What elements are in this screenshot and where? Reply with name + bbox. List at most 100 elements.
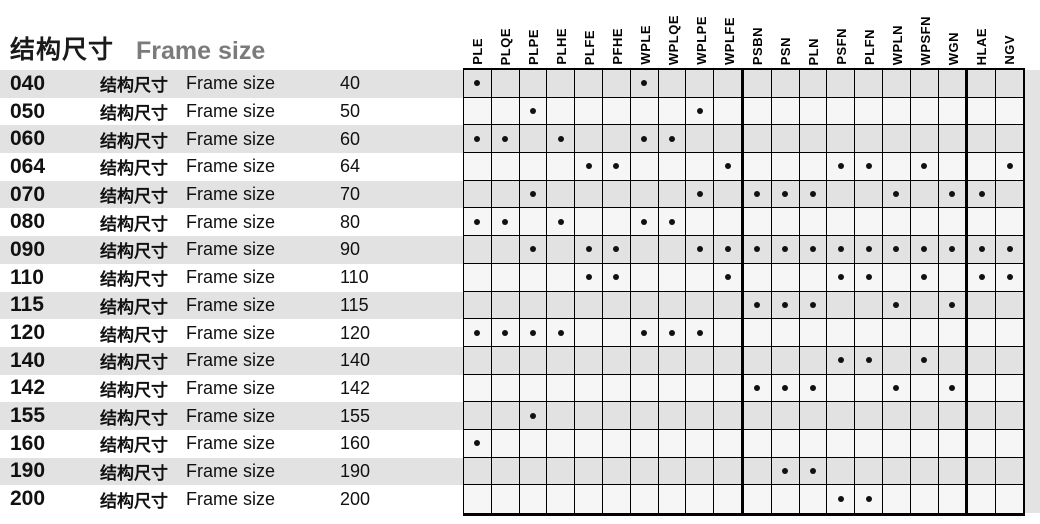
matrix-cell-080-psn [771, 208, 800, 237]
matrix-cell-200-ple [464, 485, 492, 513]
matrix-cell-050-psbn [743, 97, 772, 126]
matrix-cell-200-plhe [547, 485, 576, 513]
matrix-cell-080-hlae [968, 208, 997, 237]
matrix-cell-142-pfhe [602, 374, 631, 403]
matrix-cell-120-plfe [575, 319, 603, 347]
matrix-cell-155-wpln [882, 402, 911, 430]
matrix-cell-040-plfn [855, 70, 883, 98]
row-id: 060 [10, 127, 46, 151]
availability-dot-icon [837, 496, 844, 503]
matrix-cell-142-plqe [491, 374, 520, 403]
availability-dot-icon [585, 274, 592, 281]
matrix-cell-200-wpsfn [910, 485, 939, 513]
column-header-plqe: PLQE [491, 2, 519, 65]
matrix-cell-070-plfn [855, 180, 883, 209]
matrix-cell-160-plhe [547, 429, 576, 458]
availability-dot-icon [754, 246, 761, 253]
matrix-cell-080-wplqe [658, 208, 687, 237]
matrix-cell-190-wpln [882, 457, 911, 486]
matrix-cell-190-plfn [855, 457, 883, 486]
matrix-cell-040-ple [464, 70, 492, 98]
availability-dot-icon [641, 218, 648, 225]
matrix-cell-060-psfn [827, 125, 856, 154]
matrix-cell-060-plfn [855, 125, 883, 154]
matrix-cell-080-plpe [519, 208, 548, 237]
column-header-label: WPSFN [918, 15, 934, 65]
matrix-cell-190-psn [771, 457, 800, 486]
matrix-cell-115-plqe [491, 291, 520, 320]
row-label-cn: 结构尺寸 [100, 463, 168, 483]
matrix-cell-040-psfn [827, 70, 856, 98]
matrix-cell-090-ple [464, 236, 492, 264]
row-size: 140 [340, 350, 371, 371]
row-label-cn: 结构尺寸 [100, 159, 168, 179]
matrix-cell-060-hlae [968, 125, 997, 154]
matrix-cell-110-hlae [968, 263, 997, 292]
column-header-hlae: HLAE [968, 2, 996, 65]
row-id: 070 [10, 182, 46, 206]
row-label-en: Frame size [186, 128, 276, 149]
matrix-cell-140-wpln [882, 346, 911, 375]
matrix-row-040 [464, 70, 1025, 98]
availability-dot-icon [754, 384, 761, 391]
matrix-cell-090-plpe [519, 236, 548, 264]
matrix-cell-120-plpe [519, 319, 548, 347]
availability-dot-icon [613, 163, 620, 170]
row-label-040: 040 结构尺寸 Frame size 40 [0, 70, 463, 98]
row-id: 064 [10, 154, 46, 178]
row-size: 110 [340, 267, 369, 288]
matrix-cell-140-pfhe [602, 346, 631, 375]
row-label-cn: 结构尺寸 [100, 187, 168, 207]
matrix-cell-155-pln [799, 402, 828, 430]
availability-dot-icon [782, 246, 789, 253]
matrix-cell-115-pln [799, 291, 828, 320]
matrix-row-110 [464, 263, 1025, 292]
row-label-cn: 结构尺寸 [100, 325, 168, 345]
column-header-wplpe: WPLPE [687, 2, 715, 65]
row-label-en: Frame size [186, 377, 276, 398]
matrix-row-064 [464, 153, 1025, 181]
matrix-row-142 [464, 374, 1025, 403]
matrix-cell-190-wgn [938, 457, 969, 486]
matrix-cell-040-hlae [968, 70, 997, 98]
availability-dot-icon [641, 80, 648, 87]
column-header-pfhe: PFHE [603, 2, 631, 65]
column-header-ngv: NGV [996, 2, 1024, 65]
availability-dot-icon [724, 163, 731, 170]
matrix-cell-140-wplqe [658, 346, 687, 375]
matrix-cell-110-ngv [996, 263, 1025, 292]
matrix-cell-200-plpe [519, 485, 548, 513]
matrix-cell-115-wple [630, 291, 659, 320]
matrix-cell-115-ngv [996, 291, 1025, 320]
row-label-050: 050 结构尺寸 Frame size 50 [0, 97, 463, 126]
row-id: 155 [10, 404, 46, 428]
availability-dot-icon [1006, 246, 1013, 253]
matrix-cell-110-pln [799, 263, 828, 292]
matrix-cell-200-wpln [882, 485, 911, 513]
matrix-cell-142-wple [630, 374, 659, 403]
matrix-cell-110-wgn [938, 263, 969, 292]
matrix-cell-140-hlae [968, 346, 997, 375]
matrix-cell-050-wplfe [714, 97, 744, 126]
matrix-cell-080-wpsfn [910, 208, 939, 237]
availability-dot-icon [865, 496, 872, 503]
matrix-cell-200-pfhe [602, 485, 631, 513]
matrix-cell-200-wgn [938, 485, 969, 513]
matrix-cell-050-plqe [491, 97, 520, 126]
matrix-cell-140-plfn [855, 346, 883, 375]
matrix-cell-120-pfhe [602, 319, 631, 347]
matrix-cell-090-hlae [968, 236, 997, 264]
availability-dot-icon [529, 246, 536, 253]
matrix-cell-090-wpsfn [910, 236, 939, 264]
matrix-row-090 [464, 236, 1025, 264]
availability-dot-icon [782, 191, 789, 198]
column-header-label: PLN [806, 37, 822, 66]
matrix-cell-120-plqe [491, 319, 520, 347]
availability-dot-icon [921, 246, 928, 253]
matrix-cell-050-wpsfn [910, 97, 939, 126]
availability-dot-icon [529, 191, 536, 198]
matrix-cell-050-plhe [547, 97, 576, 126]
availability-dot-icon [921, 274, 928, 281]
availability-dot-icon [529, 108, 536, 115]
matrix-cell-090-wplfe [714, 236, 744, 264]
